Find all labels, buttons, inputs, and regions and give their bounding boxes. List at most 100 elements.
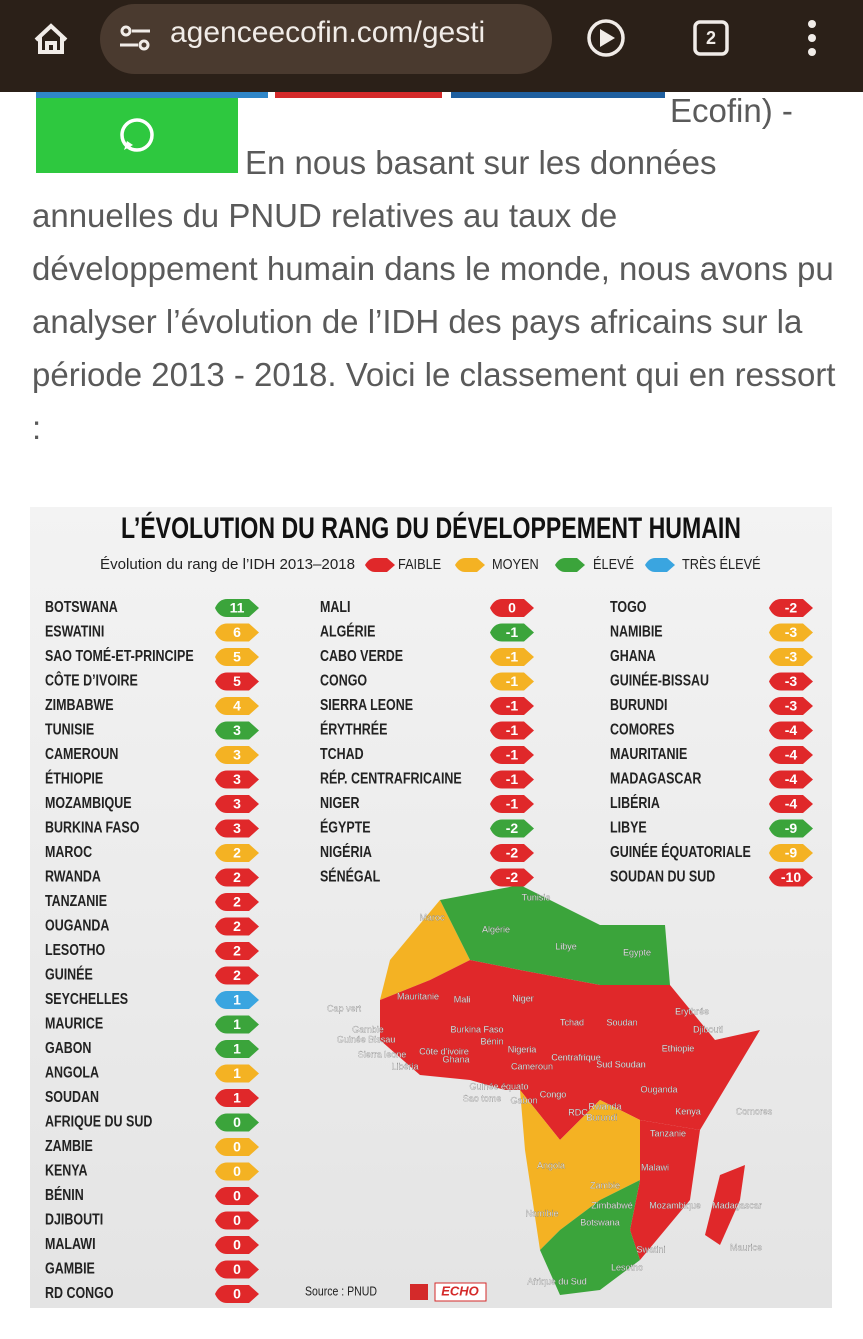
site-settings-icon[interactable] [120,25,150,51]
whatsapp-share[interactable] [36,98,238,173]
country-name: GUINÉE ÉQUATORIALE [610,843,751,862]
country-name: TUNISIE [45,721,94,739]
rank-change: 5 [233,649,241,665]
rank-change: -1 [506,673,519,689]
rank-badge [215,648,259,666]
map-label: Libéria [391,1061,418,1071]
map-label: Egypte [623,947,651,957]
country-name: DJIBOUTI [45,1211,103,1229]
rank-change: 0 [233,1237,241,1253]
rank-badge [769,868,813,887]
rank-badge [215,623,259,642]
rank-change: -3 [785,698,798,714]
rank-badge [215,770,259,789]
rank-badge [490,795,534,813]
legend-label: ÉLEVÉ [593,555,634,572]
rank-change: -1 [506,796,519,812]
rank-change: 0 [233,1286,241,1302]
rank-badge [490,844,534,862]
rank-change: -2 [506,869,519,885]
country-name: MALI [320,599,350,617]
country-name: ZAMBIE [45,1138,93,1156]
country-name: CÔTE D’IVOIRE [45,670,138,690]
legend-label: FAIBLE [398,555,441,572]
menu-button[interactable] [808,20,816,56]
country-name: GHANA [610,648,656,666]
rank-badge [769,623,813,642]
rank-badge [769,672,813,691]
country-name: GABON [45,1040,91,1058]
rank-change: -4 [785,796,798,812]
map-label: Mauritanie [397,991,439,1001]
rank-badge [215,1236,259,1254]
rank-change: -10 [781,869,801,885]
country-name: RWANDA [45,868,101,886]
rank-change: 0 [233,1261,241,1277]
map-label: Rwanda [588,1101,621,1111]
play-button[interactable] [587,19,625,57]
rank-badge [215,991,259,1009]
rank-badge [215,819,259,838]
tabs-button[interactable] [693,20,729,56]
share-facebook[interactable] [36,92,268,98]
rank-badge [215,697,259,715]
share-button[interactable] [275,92,442,98]
map-label: Niger [512,993,534,1003]
legend-title: Évolution du rang de l’IDH 2013–2018 [100,556,355,573]
country-name: SÉNÉGAL [320,867,380,886]
legend-swatch [455,558,485,572]
map-label: Erythrée [675,1006,709,1016]
rank-change: 0 [233,1114,241,1130]
rank-change: 2 [233,894,241,910]
toolbar-icons: 2 [34,4,816,74]
rank-badge [769,648,813,666]
map-region [705,1165,745,1245]
rank-badge [490,623,534,642]
publisher-logo [410,1284,428,1300]
rank-badge [769,819,813,838]
rank-badge [215,795,259,813]
url-bar[interactable] [100,4,552,74]
rank-change: 4 [233,698,241,714]
country-name: CONGO [320,672,367,690]
rank-badge [769,746,813,764]
country-name: ESWATINI [45,623,104,641]
rank-badge [215,966,259,985]
rank-badge [490,721,534,740]
rank-badge [215,942,259,960]
rank-change: -2 [785,600,798,616]
map-label: Gambie [352,1024,384,1034]
country-name: COMORES [610,721,674,739]
tab-count: 2 [706,28,716,48]
country-name: TOGO [610,599,646,617]
rank-change: -1 [506,698,519,714]
rank-badge [490,819,534,838]
rank-badge [215,868,259,887]
url-text: agenceecofin.com/gesti [170,16,486,49]
rank-change: -2 [506,820,519,836]
country-name: GUINÉE [45,965,93,984]
map-label: Tchad [560,1017,584,1027]
rank-change: -1 [506,624,519,640]
country-name: ÉRYTHRÉE [320,720,387,739]
country-name: MAURICE [45,1015,103,1033]
rank-change: 0 [233,1212,241,1228]
map-label: Swatini [636,1244,665,1254]
rank-change: 1 [233,1016,241,1032]
map-label: Guinée équato [469,1081,528,1091]
map-label: Zambie [590,1180,620,1190]
infographic [30,507,832,1308]
map-label: Cap vert [327,1003,362,1013]
country-name: AFRIQUE DU SUD [45,1113,152,1131]
rank-badge [215,893,259,911]
country-name: MAURITANIE [610,746,687,764]
map-label: Bénin [480,1036,503,1046]
map-region [380,900,470,1000]
rank-badge [215,1089,259,1107]
map-label: Botswana [580,1217,620,1227]
home-button[interactable] [34,23,68,54]
rank-change: 1 [233,1065,241,1081]
rank-change: 2 [233,918,241,934]
share-linkedin[interactable] [451,92,665,98]
